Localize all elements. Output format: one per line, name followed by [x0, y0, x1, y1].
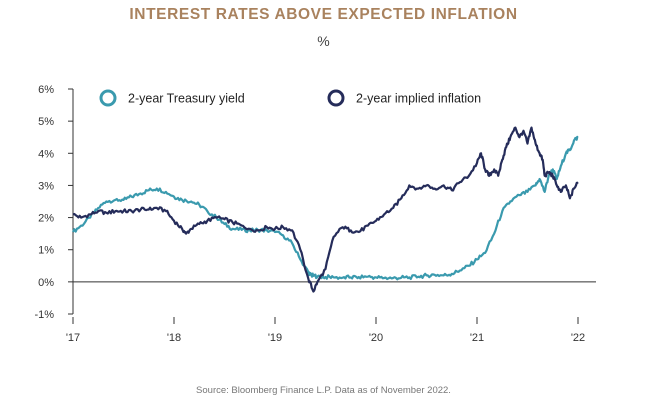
y-tick-label: 5%	[38, 116, 54, 128]
treasury-yield-line	[72, 135, 579, 281]
x-tick-label: '18	[167, 332, 181, 344]
x-tick-label: '19	[268, 332, 282, 344]
legend-inflation-marker	[327, 89, 345, 107]
y-tick-label: -1%	[34, 309, 54, 321]
implied-inflation-line	[72, 126, 579, 293]
y-tick-label: 6%	[38, 84, 54, 96]
y-tick-label: 3%	[38, 180, 54, 192]
y-tick-label: 0%	[38, 277, 54, 289]
x-tick-label: '21	[470, 332, 484, 344]
x-tick-label: '22	[571, 332, 585, 344]
chart-title: INTEREST RATES ABOVE EXPECTED INFLATION	[129, 6, 518, 23]
y-tick-label: 4%	[38, 148, 54, 160]
y-tick-label: 2%	[38, 213, 54, 225]
legend-treasury-marker	[99, 89, 117, 107]
x-tick-label: '20	[369, 332, 383, 344]
source-note: Source: Bloomberg Finance L.P. Data as o…	[196, 385, 451, 396]
legend-treasury-label: 2-year Treasury yield	[128, 92, 245, 106]
y-tick-label: 1%	[38, 245, 54, 257]
unit-label: %	[317, 33, 330, 49]
x-tick-label: '17	[66, 332, 80, 344]
legend-inflation-label: 2-year implied inflation	[356, 92, 481, 106]
